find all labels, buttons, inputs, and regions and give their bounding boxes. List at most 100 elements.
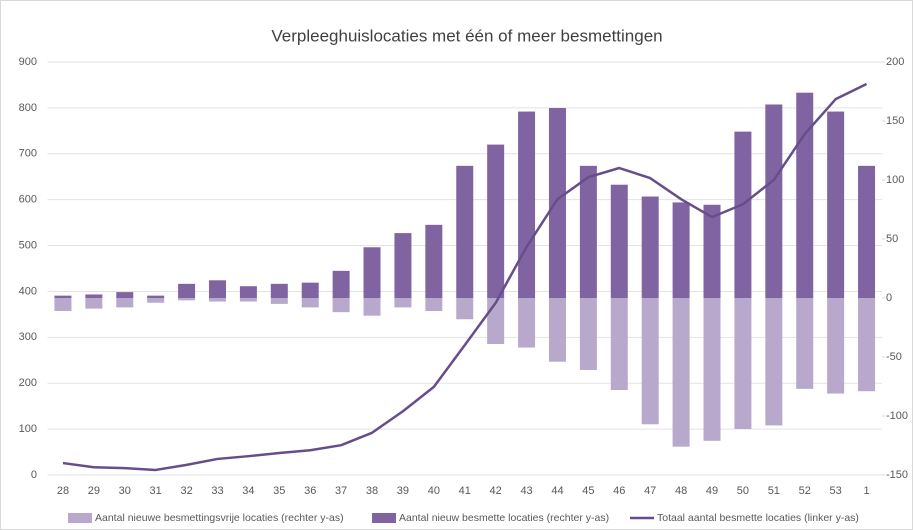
bar: [363, 247, 381, 298]
bar: [301, 282, 319, 298]
bar: [765, 104, 783, 298]
legend-swatch: [372, 513, 396, 523]
bar: [394, 233, 412, 298]
bar: [332, 270, 350, 298]
x-tick-label: 45: [582, 485, 594, 497]
y2-tick-label: 50: [886, 233, 898, 245]
bar: [548, 298, 566, 362]
y-tick-label: 500: [19, 239, 37, 251]
bar: [425, 224, 443, 298]
x-tick-label: 37: [335, 485, 347, 497]
y-tick-label: 800: [19, 102, 37, 114]
bar: [116, 292, 134, 298]
y2-tick-label: -50: [886, 351, 902, 363]
bar: [456, 298, 474, 320]
bar: [858, 298, 876, 392]
bar: [85, 294, 103, 298]
x-tick-label: 34: [242, 485, 254, 497]
x-tick-label: 32: [180, 485, 192, 497]
x-tick-label: 31: [150, 485, 162, 497]
x-tick-label: 48: [675, 485, 687, 497]
bar: [796, 92, 814, 299]
bar: [301, 298, 319, 308]
legend-label: Totaal aantal besmette locaties (linker …: [657, 512, 859, 524]
bar: [270, 283, 288, 298]
bar: [116, 298, 134, 308]
x-tick-label: 30: [119, 485, 131, 497]
x-tick-label: 35: [273, 485, 285, 497]
y-tick-label: 400: [19, 285, 37, 297]
bar: [548, 108, 566, 299]
x-tick-label: 38: [366, 485, 378, 497]
bar: [641, 298, 659, 425]
bar: [394, 298, 412, 308]
bar: [703, 298, 721, 441]
y-tick-label: 600: [19, 194, 37, 206]
y-tick-label: 0: [31, 469, 37, 481]
x-tick-label: 28: [57, 485, 69, 497]
bar: [54, 298, 72, 311]
y2-tick-label: 150: [886, 115, 904, 127]
bar: [363, 298, 381, 316]
x-tick-label: 43: [520, 485, 532, 497]
chart-title: Verpleeghuislocaties met één of meer bes…: [271, 26, 662, 45]
bar: [610, 298, 628, 391]
x-tick-label: 39: [397, 485, 409, 497]
bar: [54, 295, 72, 298]
bar: [518, 298, 536, 348]
line-series: [62, 82, 868, 472]
y-tick-label: 200: [19, 377, 37, 389]
x-tick-label: 40: [428, 485, 440, 497]
x-tick-label: 47: [644, 485, 656, 497]
y-tick-label: 300: [19, 331, 37, 343]
y2-tick-label: 0: [886, 292, 892, 304]
bar: [270, 298, 288, 304]
bar: [827, 111, 845, 298]
bar: [178, 283, 196, 298]
y2-tick-label: 100: [886, 174, 904, 186]
bar: [85, 298, 103, 309]
bar: [147, 298, 165, 303]
x-tick-label: 52: [799, 485, 811, 497]
bar: [672, 202, 690, 298]
bar: [147, 295, 165, 298]
bar: [672, 298, 690, 447]
bar: [425, 298, 443, 311]
y-tick-label: 700: [19, 148, 37, 160]
legend-label: Aantal nieuwe besmettingsvrije locaties …: [95, 512, 344, 524]
bar: [641, 196, 659, 298]
bar: [487, 144, 505, 298]
x-tick-label: 1: [863, 485, 869, 497]
y2-tick-label: 200: [886, 56, 904, 68]
bar: [239, 298, 257, 302]
x-tick-label: 42: [490, 485, 502, 497]
bar: [208, 298, 226, 302]
x-tick-label: 53: [830, 485, 842, 497]
y-tick-label: 100: [19, 423, 37, 435]
bar: [518, 111, 536, 298]
bar: [178, 298, 196, 301]
x-tick-label: 41: [459, 485, 471, 497]
bar: [858, 165, 876, 298]
x-tick-label: 33: [211, 485, 223, 497]
x-tick-label: 49: [706, 485, 718, 497]
bar: [827, 298, 845, 394]
x-tick-label: 44: [551, 485, 563, 497]
x-tick-label: 50: [737, 485, 749, 497]
x-tick-label: 46: [613, 485, 625, 497]
bar: [734, 298, 752, 429]
y2-tick-label: -150: [886, 469, 908, 481]
legend-swatch: [68, 513, 92, 523]
bar: [610, 184, 628, 298]
x-tick-label: 36: [304, 485, 316, 497]
x-tick-label: 51: [768, 485, 780, 497]
y-tick-label: 900: [19, 56, 37, 68]
bar: [796, 298, 814, 389]
legend-label: Aantal nieuw besmette locaties (rechter …: [399, 512, 609, 524]
bar: [208, 280, 226, 298]
y2-tick-label: -100: [886, 410, 908, 422]
bar: [703, 204, 721, 298]
bar: [332, 298, 350, 313]
bar: [734, 131, 752, 298]
